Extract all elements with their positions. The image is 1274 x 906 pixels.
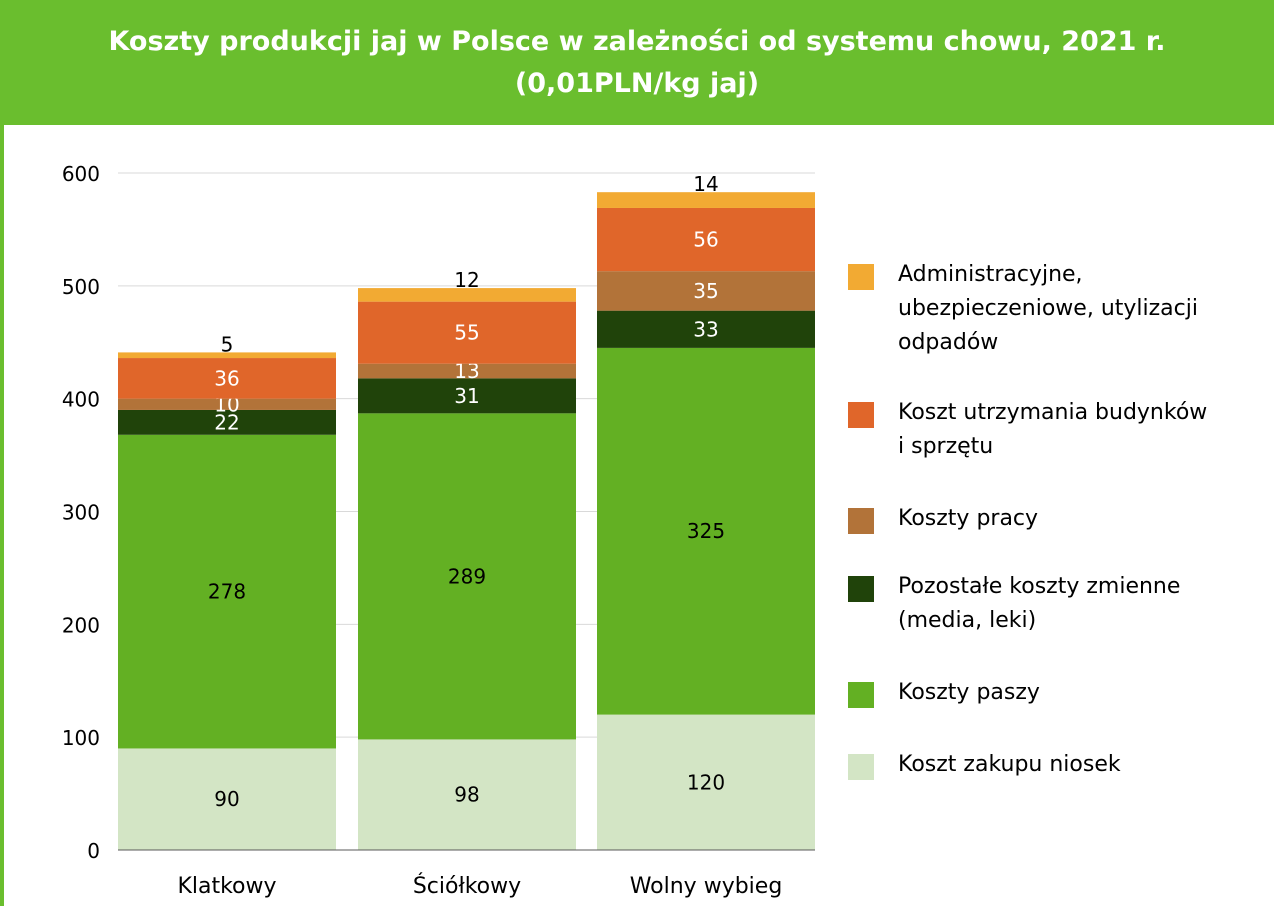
legend-label-line: Pozostałe koszty zmienne <box>898 574 1181 599</box>
data-label: 22 <box>214 410 239 434</box>
bar-segment <box>358 739 576 850</box>
y-tick-label: 300 <box>62 501 100 525</box>
chart-title: Koszty produkcji jaj w Polsce w zależnoś… <box>0 0 1274 125</box>
data-label: 36 <box>214 366 239 390</box>
data-label: 120 <box>687 770 725 794</box>
bar-segment <box>597 192 815 208</box>
y-tick-label: 500 <box>62 275 100 299</box>
data-label: 33 <box>693 317 718 341</box>
bar-segment <box>597 271 815 311</box>
data-label: 278 <box>208 580 246 604</box>
bar-segment <box>358 363 576 379</box>
data-label: 55 <box>454 321 479 345</box>
legend-swatch <box>848 508 874 534</box>
data-label: 56 <box>693 228 718 252</box>
legend-label-line: Koszty pracy <box>898 506 1039 531</box>
bar-segment <box>358 288 576 302</box>
legend-swatch <box>848 402 874 428</box>
data-label: 98 <box>454 783 479 807</box>
y-tick-label: 100 <box>62 726 100 750</box>
legend-swatch <box>848 264 874 290</box>
legend-label: Koszty pracy <box>898 502 1268 536</box>
chart-title-line-2: (0,01PLN/kg jaj) <box>514 67 760 99</box>
y-tick-label: 600 <box>62 162 100 186</box>
bar-segment <box>597 714 815 850</box>
y-tick-label: 400 <box>62 388 100 412</box>
bar-segment <box>118 434 336 749</box>
legend-label-line: ubezpieczeniowe, utylizacji <box>898 296 1198 321</box>
left-border <box>0 125 4 906</box>
y-tick-label: 200 <box>62 613 100 637</box>
data-label: 325 <box>687 519 725 543</box>
bar-segment <box>118 409 336 435</box>
legend-label: Pozostałe koszty zmienne (media, leki) <box>898 570 1268 638</box>
legend-label: Koszt zakupu niosek <box>898 748 1268 782</box>
legend-label-line: Koszt zakupu niosek <box>898 752 1121 777</box>
legend-swatch <box>848 576 874 602</box>
bar-segment <box>118 398 336 410</box>
bar-segment <box>118 748 336 850</box>
data-label: 289 <box>448 564 486 588</box>
legend-label-line: (media, leki) <box>898 608 1037 633</box>
bar-segment <box>597 207 815 272</box>
legend-label: Koszty paszy <box>898 676 1268 710</box>
legend-swatch <box>848 754 874 780</box>
data-label: 90 <box>214 787 239 811</box>
x-tick-label: Wolny wybieg <box>630 874 783 899</box>
legend-label-line: odpadów <box>898 330 999 355</box>
legend-label: Administracyjne, ubezpieczeniowe, utyliza… <box>898 258 1268 360</box>
bar-segment <box>597 347 815 715</box>
data-label: 5 <box>221 332 234 356</box>
legend-swatch <box>848 682 874 708</box>
x-tick-label: Ściółkowy <box>413 873 521 899</box>
legend-label-line: Administracyjne, <box>898 262 1083 287</box>
bar-segment <box>597 310 815 348</box>
legend-label-line: Koszty paszy <box>898 680 1040 705</box>
data-label: 14 <box>693 172 718 196</box>
x-tick-label: Klatkowy <box>177 874 276 899</box>
legend-label-line: Koszt utrzymania budynków <box>898 400 1208 425</box>
bar-segment <box>118 358 336 399</box>
data-label: 35 <box>693 279 718 303</box>
y-tick-label: 0 <box>87 839 100 863</box>
bar-segment <box>358 413 576 740</box>
bar-segment <box>358 301 576 364</box>
bar-segment <box>358 378 576 414</box>
chart-title-line-1: Koszty produkcji jaj w Polsce w zależnoś… <box>108 25 1166 57</box>
data-label: 31 <box>454 384 479 408</box>
data-label: 12 <box>454 268 479 292</box>
legend-label: Koszt utrzymania budynków i sprzętu <box>898 396 1268 464</box>
legend-label-line: i sprzętu <box>898 434 994 459</box>
bar-segment <box>118 352 336 359</box>
